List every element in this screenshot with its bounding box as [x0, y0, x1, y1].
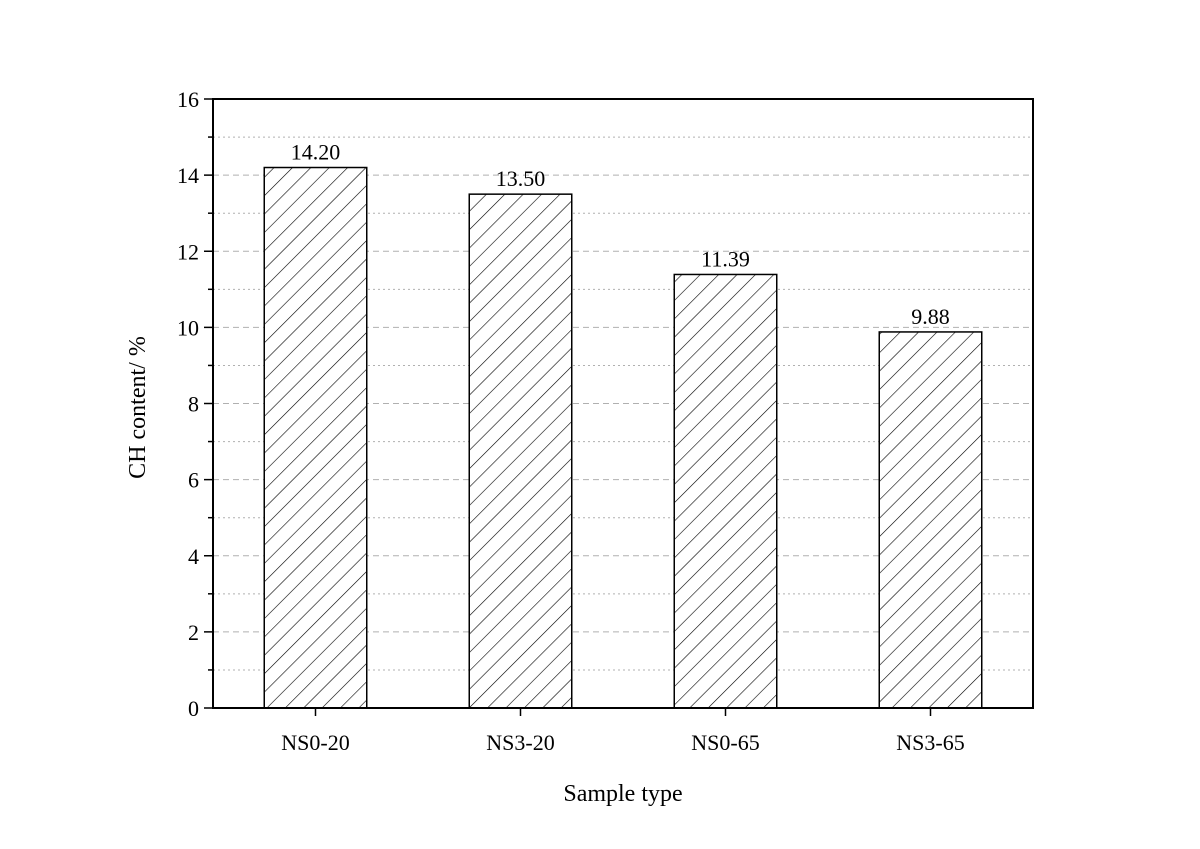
y-tick-label: 6	[188, 468, 199, 493]
bar-ns3-20	[468, 193, 573, 709]
labels: 14.20 NS0-20 13.50 NS3-20 11.39 NS0-65 9.88 NS3…	[177, 87, 965, 755]
bars	[263, 166, 983, 709]
y-tick-label: 0	[188, 696, 199, 721]
data-label: 11.39	[701, 246, 750, 271]
x-tick-label: NS0-20	[281, 730, 349, 755]
y-tick-label: 16	[177, 87, 199, 112]
y-tick-label: 8	[188, 392, 199, 417]
y-axis-title: CH content/ %	[125, 336, 151, 479]
y-tick-label: 10	[177, 315, 199, 340]
bar-ns3-65	[878, 331, 983, 709]
y-tick-label: 14	[177, 163, 199, 188]
x-tick-label: NS0-65	[691, 730, 759, 755]
data-label: 9.88	[911, 304, 950, 329]
axes	[204, 98, 1034, 716]
y-tick-label: 12	[177, 239, 199, 264]
y-tick-label: 4	[188, 544, 199, 569]
x-tick-label: NS3-65	[896, 730, 964, 755]
x-tick-label: NS3-20	[486, 730, 554, 755]
bar-ns0-20	[263, 166, 368, 709]
data-label: 13.50	[496, 166, 546, 191]
plot-frame	[212, 98, 1034, 709]
y-tick-label: 2	[188, 620, 199, 645]
bar-ns0-65	[673, 273, 778, 709]
x-axis-title: Sample type	[563, 781, 682, 807]
data-label: 14.20	[291, 140, 341, 165]
